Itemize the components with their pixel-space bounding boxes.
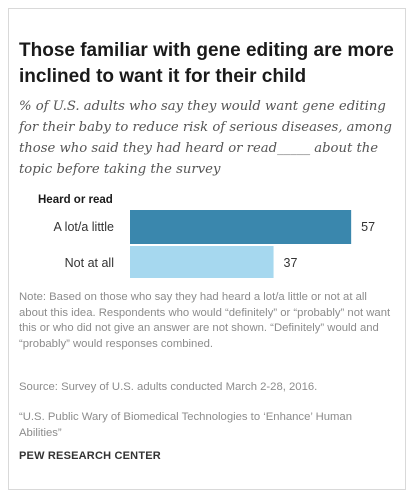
category-label: Not at all [65, 256, 114, 270]
report-title: “U.S. Public Wary of Biomedical Technolo… [19, 411, 352, 439]
bar-chart: Heard or read A lot/a little 57 Not at all… [38, 194, 375, 278]
category-label: A lot/a little [54, 220, 114, 234]
chart-subtitle: % of U.S. adults who say they would want… [19, 99, 392, 177]
chart-source: Source: Survey of U.S. adults conducted … [19, 381, 318, 393]
pew-logo: PEW RESEARCH CENTER [19, 450, 161, 462]
group-label: Heard or read [38, 194, 113, 206]
chart-title: Those familiar with gene editing are mor… [19, 40, 394, 87]
data-label: 57 [361, 220, 375, 234]
bar-group: A lot/a little 57 Not at all 37 [54, 210, 375, 278]
data-label: 37 [284, 256, 298, 270]
chart-note: Note: Based on those who say they had he… [19, 291, 391, 350]
bar [130, 246, 274, 278]
bar [130, 210, 352, 244]
